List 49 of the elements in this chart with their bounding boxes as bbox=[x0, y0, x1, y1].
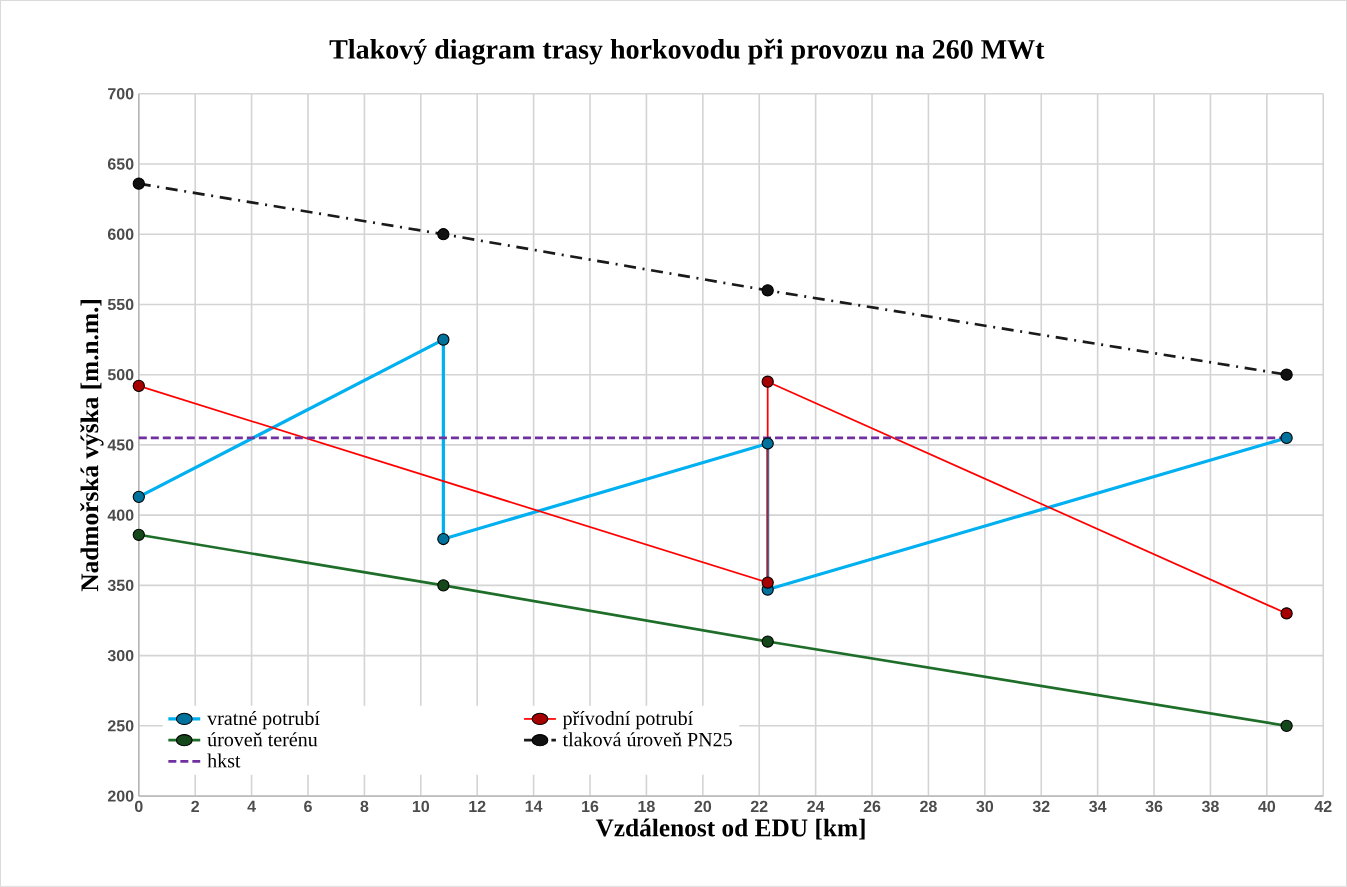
point bbox=[132, 528, 145, 542]
x-tick-label: 18 bbox=[638, 800, 655, 813]
x-tick-label: 4 bbox=[247, 800, 256, 812]
legend-label: hkst bbox=[207, 753, 241, 768]
legend-label: vratné potrubí bbox=[207, 711, 320, 730]
legend-label: přívodní potrubí bbox=[562, 711, 693, 730]
x-tick-label: 8 bbox=[360, 800, 369, 813]
x-tick-label: 38 bbox=[1201, 800, 1219, 813]
y-axis-title: Nadmořská výška [m.n.m.] bbox=[80, 300, 104, 592]
y-tick-label: 200 bbox=[107, 790, 134, 802]
x-tick-label: 22 bbox=[750, 800, 768, 813]
y-tick-label: 650 bbox=[107, 158, 134, 170]
y-tick-label: 450 bbox=[107, 439, 134, 451]
x-tick-label: 12 bbox=[469, 800, 486, 813]
x-tick-label: 6 bbox=[304, 800, 312, 813]
y-tick-label: 550 bbox=[107, 298, 134, 311]
legend-label: tlaková úroveň PN25 bbox=[562, 732, 732, 747]
x-tick-label: 26 bbox=[863, 800, 881, 813]
x-tick-label: 10 bbox=[412, 800, 430, 813]
y-tick-label: 700 bbox=[108, 88, 134, 100]
x-tick-label: 36 bbox=[1145, 800, 1163, 813]
x-tick-label: 0 bbox=[134, 800, 143, 813]
x-tick-label: 24 bbox=[807, 800, 825, 813]
x-tick-label: 16 bbox=[582, 800, 599, 813]
y-tick-label: 400 bbox=[107, 509, 134, 521]
y-tick-label: 350 bbox=[107, 579, 134, 592]
x-tick-label: 40 bbox=[1258, 800, 1276, 813]
chart-title: Tlakový diagram trasy horkovodu při provozu na 260 MWt bbox=[329, 38, 1045, 65]
x-axis-title: Vzdálenost od EDU [km] bbox=[595, 818, 865, 840]
point bbox=[761, 284, 774, 297]
point bbox=[437, 579, 450, 592]
x-tick-label: 30 bbox=[976, 800, 994, 813]
y-tick-label: 250 bbox=[107, 720, 134, 732]
x-tick-label: 42 bbox=[1314, 800, 1332, 813]
legend-label: úroveň terénu bbox=[207, 732, 318, 747]
point bbox=[1280, 719, 1293, 733]
x-tick-label: 20 bbox=[694, 800, 712, 813]
x-tick-label: 28 bbox=[920, 800, 937, 813]
y-tick-label: 500 bbox=[107, 369, 134, 381]
y-tick-label: 600 bbox=[107, 228, 134, 240]
point bbox=[1280, 368, 1293, 381]
x-tick-label: 34 bbox=[1089, 800, 1107, 813]
x-tick-label: 32 bbox=[1032, 800, 1050, 813]
point bbox=[437, 228, 450, 241]
x-tick-label: 14 bbox=[525, 800, 543, 812]
point bbox=[761, 635, 774, 648]
y-tick-label: 300 bbox=[107, 650, 134, 662]
x-tick-label: 2 bbox=[191, 800, 200, 813]
point bbox=[132, 177, 145, 190]
